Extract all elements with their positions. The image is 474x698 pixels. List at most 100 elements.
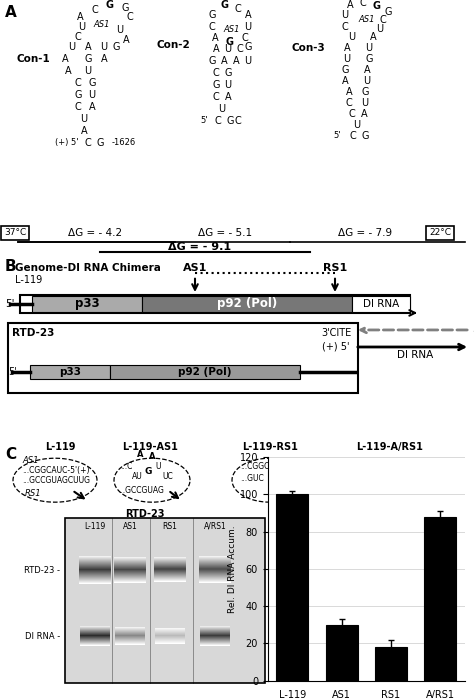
FancyBboxPatch shape (115, 635, 145, 636)
Text: C: C (350, 131, 356, 141)
FancyBboxPatch shape (115, 629, 145, 630)
Text: AS1: AS1 (22, 456, 38, 465)
Text: U: U (78, 22, 86, 32)
FancyBboxPatch shape (79, 559, 111, 560)
FancyBboxPatch shape (115, 643, 145, 644)
Text: C: C (235, 4, 241, 14)
FancyBboxPatch shape (115, 627, 145, 628)
Text: GUCUAAG: GUCUAAG (360, 476, 399, 484)
FancyBboxPatch shape (80, 631, 110, 632)
Text: G: G (361, 131, 369, 141)
Text: U: U (348, 32, 356, 42)
FancyBboxPatch shape (154, 577, 186, 578)
FancyBboxPatch shape (199, 558, 231, 559)
FancyBboxPatch shape (80, 644, 110, 645)
Text: G: G (88, 78, 96, 88)
FancyBboxPatch shape (200, 637, 230, 638)
FancyBboxPatch shape (20, 295, 410, 313)
FancyBboxPatch shape (199, 569, 231, 570)
Text: Con-1: Con-1 (16, 54, 50, 64)
Text: C: C (348, 109, 356, 119)
FancyBboxPatch shape (155, 639, 185, 640)
FancyBboxPatch shape (114, 558, 146, 559)
FancyBboxPatch shape (154, 574, 186, 575)
FancyBboxPatch shape (114, 567, 146, 568)
Text: A: A (123, 35, 129, 45)
FancyBboxPatch shape (80, 643, 110, 644)
Text: U: U (365, 43, 373, 53)
FancyBboxPatch shape (155, 643, 185, 644)
Text: AS1: AS1 (94, 20, 110, 29)
FancyBboxPatch shape (200, 627, 230, 628)
FancyBboxPatch shape (115, 638, 145, 639)
FancyBboxPatch shape (199, 556, 231, 557)
FancyBboxPatch shape (80, 636, 110, 637)
Text: RTD-23 -: RTD-23 - (24, 565, 60, 574)
FancyBboxPatch shape (79, 569, 111, 570)
Text: U: U (362, 98, 369, 108)
FancyBboxPatch shape (199, 578, 231, 579)
Text: C: C (127, 12, 133, 22)
Text: C: C (237, 44, 243, 54)
FancyBboxPatch shape (200, 641, 230, 642)
FancyBboxPatch shape (114, 563, 146, 564)
FancyBboxPatch shape (114, 568, 146, 569)
FancyBboxPatch shape (155, 633, 185, 634)
FancyBboxPatch shape (154, 562, 186, 563)
Text: G: G (74, 90, 82, 100)
FancyBboxPatch shape (154, 567, 186, 568)
FancyBboxPatch shape (155, 632, 185, 633)
FancyBboxPatch shape (154, 569, 186, 570)
Text: U: U (68, 42, 75, 52)
Text: RS1: RS1 (25, 489, 42, 498)
Text: A: A (361, 109, 367, 119)
FancyBboxPatch shape (79, 582, 111, 583)
Text: 37°C: 37°C (4, 228, 26, 237)
Text: UA: UA (268, 482, 279, 491)
Bar (326, 625, 357, 681)
Text: C: C (342, 22, 348, 32)
Text: AS1: AS1 (359, 15, 375, 24)
FancyBboxPatch shape (199, 557, 231, 558)
Text: AS1: AS1 (224, 25, 240, 34)
FancyBboxPatch shape (200, 633, 230, 634)
Text: G: G (144, 467, 152, 476)
FancyBboxPatch shape (199, 571, 231, 572)
Text: ...CGGCAUC-5'(+): ...CGGCAUC-5'(+) (22, 466, 90, 475)
FancyBboxPatch shape (199, 572, 231, 573)
FancyBboxPatch shape (200, 632, 230, 633)
Text: AS1: AS1 (123, 521, 137, 530)
Text: U: U (155, 461, 161, 470)
Text: 22°C: 22°C (429, 228, 451, 237)
FancyBboxPatch shape (114, 573, 146, 574)
FancyBboxPatch shape (199, 573, 231, 574)
Text: UC: UC (162, 472, 173, 481)
Text: G: G (96, 138, 104, 148)
Text: 5': 5' (8, 367, 17, 377)
Text: G: G (106, 0, 114, 10)
Text: ...CGGCAUC: ...CGGCAUC (240, 461, 285, 470)
Text: A: A (89, 102, 95, 112)
Text: 5' (-: 5' (- (473, 325, 474, 334)
FancyBboxPatch shape (79, 571, 111, 572)
FancyBboxPatch shape (80, 639, 110, 640)
Text: U: U (224, 80, 232, 90)
Text: G: G (84, 54, 92, 64)
Text: RTD-23: RTD-23 (125, 509, 165, 519)
FancyBboxPatch shape (199, 560, 231, 561)
Text: A: A (221, 56, 228, 66)
Text: U: U (117, 25, 124, 35)
FancyBboxPatch shape (155, 640, 185, 641)
FancyBboxPatch shape (115, 630, 145, 631)
FancyBboxPatch shape (80, 626, 110, 627)
FancyBboxPatch shape (199, 561, 231, 562)
FancyBboxPatch shape (114, 559, 146, 560)
FancyBboxPatch shape (114, 575, 146, 576)
FancyBboxPatch shape (115, 640, 145, 641)
Text: C: C (74, 32, 82, 42)
FancyBboxPatch shape (155, 636, 185, 637)
FancyBboxPatch shape (79, 575, 111, 576)
Text: A: A (149, 452, 155, 461)
FancyBboxPatch shape (114, 566, 146, 567)
Text: p92 (Pol): p92 (Pol) (217, 297, 277, 311)
